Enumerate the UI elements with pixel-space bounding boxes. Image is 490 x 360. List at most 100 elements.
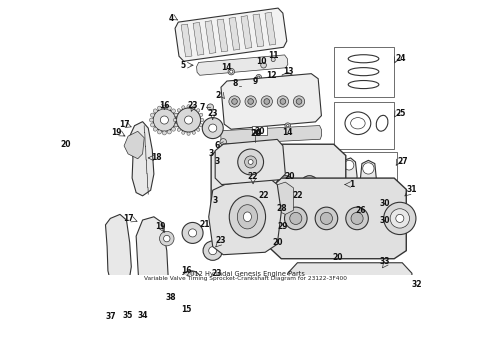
Ellipse shape: [280, 180, 290, 189]
Text: 15: 15: [181, 305, 191, 314]
Polygon shape: [282, 72, 294, 85]
Ellipse shape: [192, 106, 196, 109]
Ellipse shape: [232, 180, 242, 189]
Ellipse shape: [290, 212, 302, 224]
Ellipse shape: [264, 99, 270, 104]
Ellipse shape: [150, 123, 154, 127]
Ellipse shape: [261, 62, 267, 68]
Polygon shape: [288, 263, 412, 323]
Polygon shape: [193, 22, 204, 55]
Polygon shape: [181, 24, 192, 57]
Ellipse shape: [285, 123, 291, 129]
Ellipse shape: [296, 99, 302, 104]
Ellipse shape: [106, 293, 115, 305]
Ellipse shape: [345, 112, 371, 135]
Polygon shape: [253, 14, 264, 47]
Text: 14: 14: [221, 63, 232, 72]
Ellipse shape: [153, 127, 157, 131]
Ellipse shape: [162, 131, 167, 135]
Text: Variable Valve Timing Sprocket-Crankshaft Diagram for 23122-3F400: Variable Valve Timing Sprocket-Crankshaf…: [144, 276, 346, 281]
Ellipse shape: [187, 277, 195, 285]
Ellipse shape: [258, 76, 260, 78]
Ellipse shape: [363, 163, 374, 174]
Text: 20: 20: [60, 140, 71, 149]
Text: 13: 13: [283, 67, 294, 76]
Ellipse shape: [187, 132, 190, 135]
Ellipse shape: [305, 180, 315, 189]
Ellipse shape: [228, 176, 246, 193]
Ellipse shape: [351, 212, 363, 224]
Text: 22: 22: [292, 191, 303, 200]
Text: 22: 22: [258, 191, 269, 200]
Polygon shape: [209, 178, 281, 255]
Ellipse shape: [182, 222, 203, 243]
Ellipse shape: [314, 351, 358, 360]
Ellipse shape: [199, 124, 203, 127]
Ellipse shape: [157, 130, 161, 134]
Ellipse shape: [182, 131, 185, 134]
Text: 26: 26: [355, 206, 366, 215]
Text: 3: 3: [213, 196, 218, 205]
Bar: [365, 275, 388, 311]
Text: 33: 33: [379, 257, 390, 266]
Text: 20: 20: [284, 172, 294, 181]
Ellipse shape: [174, 124, 177, 127]
Ellipse shape: [182, 297, 187, 301]
Ellipse shape: [285, 207, 307, 230]
Text: 11: 11: [268, 51, 278, 60]
Text: 3: 3: [209, 149, 214, 158]
Text: 29: 29: [278, 222, 288, 231]
Ellipse shape: [344, 160, 354, 170]
Ellipse shape: [177, 109, 180, 112]
Text: 28: 28: [276, 204, 287, 213]
Polygon shape: [130, 122, 154, 196]
Ellipse shape: [229, 96, 240, 107]
Ellipse shape: [245, 96, 256, 107]
Bar: [336, 152, 396, 210]
Ellipse shape: [248, 159, 253, 165]
Polygon shape: [360, 160, 376, 199]
Ellipse shape: [271, 58, 275, 62]
Ellipse shape: [150, 113, 154, 117]
Ellipse shape: [153, 109, 175, 131]
Polygon shape: [296, 339, 376, 360]
Ellipse shape: [277, 96, 289, 107]
Polygon shape: [265, 12, 276, 45]
Polygon shape: [269, 178, 406, 259]
Text: 3: 3: [214, 157, 220, 166]
Ellipse shape: [172, 109, 175, 113]
Polygon shape: [136, 217, 169, 306]
Ellipse shape: [142, 296, 146, 302]
Ellipse shape: [172, 127, 175, 131]
Ellipse shape: [179, 293, 190, 305]
Ellipse shape: [153, 109, 157, 113]
Ellipse shape: [287, 125, 289, 127]
Ellipse shape: [174, 113, 177, 116]
Ellipse shape: [167, 106, 171, 110]
Ellipse shape: [160, 116, 169, 124]
Ellipse shape: [173, 118, 176, 122]
Text: 21: 21: [199, 220, 210, 229]
Text: 23: 23: [216, 237, 226, 246]
Ellipse shape: [174, 123, 178, 127]
Polygon shape: [217, 19, 228, 52]
Ellipse shape: [176, 108, 200, 132]
Ellipse shape: [101, 288, 119, 310]
Ellipse shape: [177, 128, 180, 131]
Ellipse shape: [203, 241, 222, 260]
Polygon shape: [271, 77, 280, 90]
Text: 18: 18: [151, 153, 162, 162]
Ellipse shape: [160, 231, 174, 246]
Ellipse shape: [228, 68, 235, 75]
Text: 20: 20: [333, 253, 343, 262]
Text: 25: 25: [395, 109, 406, 118]
Polygon shape: [215, 139, 285, 185]
Polygon shape: [105, 214, 131, 291]
Polygon shape: [205, 21, 216, 54]
Polygon shape: [273, 182, 294, 214]
Polygon shape: [229, 17, 240, 50]
Ellipse shape: [376, 115, 388, 131]
Text: 1: 1: [350, 180, 355, 189]
Ellipse shape: [220, 139, 226, 145]
Ellipse shape: [229, 196, 266, 238]
